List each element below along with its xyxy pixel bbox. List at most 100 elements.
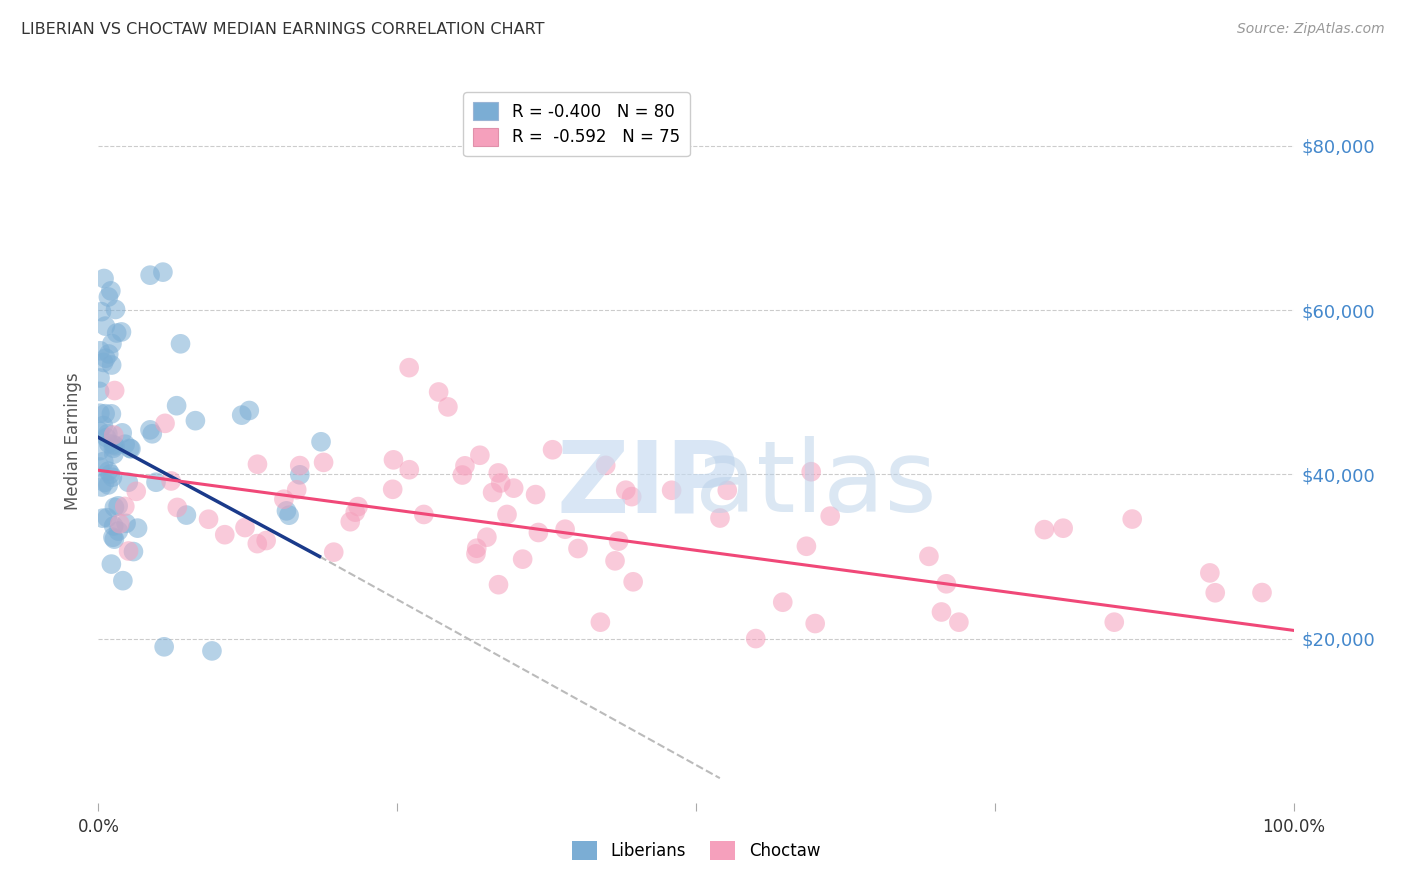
Point [176,508,198,522]
Point [115,516,138,531]
Point [108,516,131,531]
Point [589,615,612,630]
Point [322,545,344,559]
Point [475,530,498,544]
Point [89,443,111,458]
Point [97,290,120,304]
Point [120,442,142,456]
Point [111,425,134,440]
Point [412,508,434,522]
Text: ZIP: ZIP [557,436,740,533]
Point [931,605,953,619]
Point [541,442,564,457]
Point [93,418,115,433]
Point [110,325,132,339]
Point [97,478,120,492]
Point [465,547,488,561]
Point [288,458,311,473]
Point [89,406,111,420]
Point [502,481,524,495]
Point [398,463,420,477]
Point [621,574,644,589]
Point [91,511,114,525]
Point [103,437,125,451]
Point [309,434,332,449]
Point [103,500,125,515]
Point [214,527,236,541]
Point [772,595,794,609]
Point [94,351,117,366]
Point [103,519,125,533]
Point [90,304,112,318]
Point [97,436,120,450]
Point [607,534,630,549]
Point [745,632,768,646]
Point [104,384,127,398]
Point [231,408,253,422]
Point [427,384,450,399]
Point [160,474,183,488]
Point [89,371,111,385]
Point [437,400,460,414]
Point [166,500,188,515]
Point [347,500,370,514]
Point [103,532,125,546]
Point [89,384,111,399]
Point [97,347,120,361]
Point [96,431,118,445]
Point [804,616,827,631]
Point [197,512,219,526]
Point [93,271,115,285]
Point [107,499,129,513]
Y-axis label: Median Earnings: Median Earnings [65,373,83,510]
Point [481,485,503,500]
Point [101,336,124,351]
Legend: Liberians, Choctaw: Liberians, Choctaw [565,835,827,867]
Point [101,530,124,544]
Point [254,533,277,548]
Point [233,520,256,534]
Text: Source: ZipAtlas.com: Source: ZipAtlas.com [1237,22,1385,37]
Point [105,326,128,340]
Point [104,439,127,453]
Point [1052,521,1074,535]
Point [381,483,404,497]
Point [103,442,125,456]
Point [312,455,335,469]
Point [114,437,136,451]
Point [100,407,122,421]
Point [489,475,512,490]
Point [90,480,112,494]
Point [524,487,547,501]
Point [273,492,295,507]
Point [100,284,122,298]
Point [100,557,122,571]
Point [103,428,125,442]
Point [114,500,136,514]
Point [285,483,308,497]
Point [512,552,534,566]
Point [101,470,124,484]
Point [139,268,162,282]
Point [93,454,115,468]
Point [145,475,167,490]
Point [382,453,405,467]
Point [153,417,176,431]
Point [97,426,120,441]
Point [100,358,122,372]
Point [527,525,550,540]
Point [94,319,117,334]
Point [1104,615,1126,630]
Point [288,467,311,482]
Point [1199,566,1222,580]
Point [918,549,941,564]
Point [139,423,162,437]
Point [935,576,957,591]
Point [709,511,731,525]
Point [1033,523,1056,537]
Point [246,536,269,550]
Text: atlas: atlas [695,436,936,533]
Point [153,640,176,654]
Point [111,574,134,588]
Point [344,505,367,519]
